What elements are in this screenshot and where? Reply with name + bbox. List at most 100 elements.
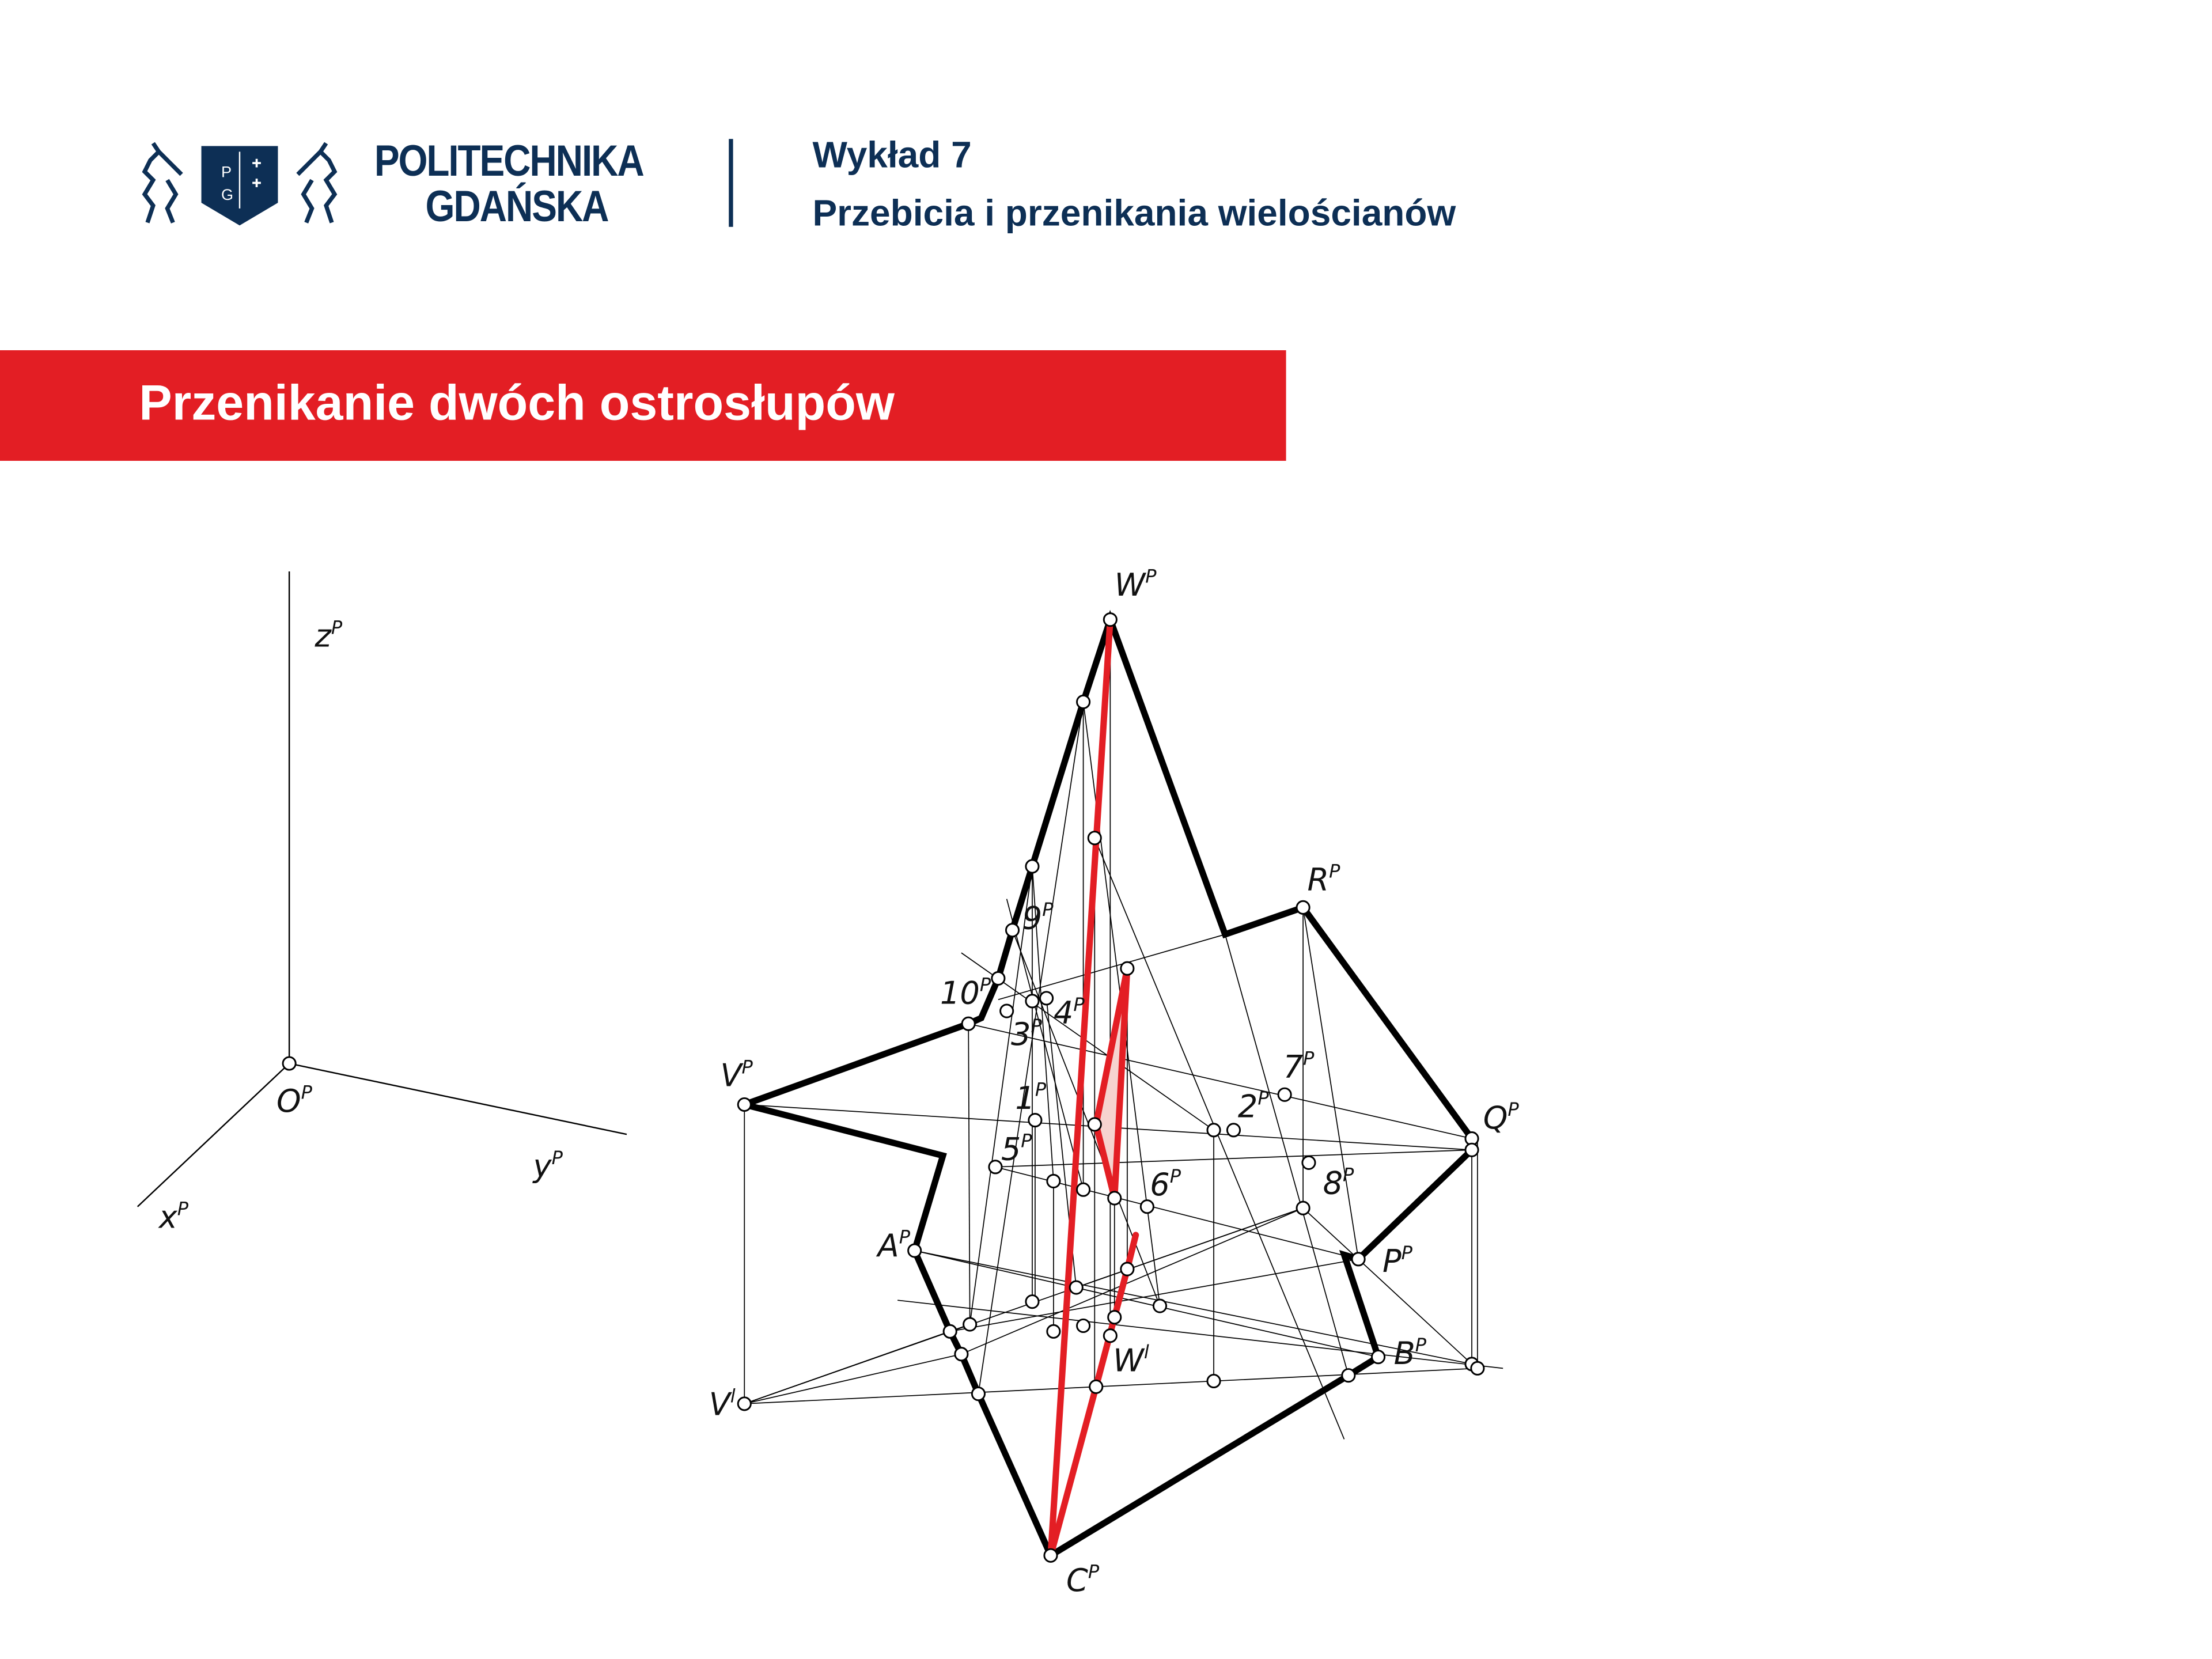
point-marker — [963, 1317, 978, 1332]
point-marker — [954, 1347, 969, 1362]
construction-line — [950, 1258, 1359, 1332]
svg-text:G: G — [221, 185, 233, 203]
point-marker — [1025, 1294, 1040, 1309]
construction-line — [1032, 866, 1054, 1181]
point-label-p4: 4P — [1054, 994, 1085, 1031]
point-marker — [1371, 1350, 1386, 1365]
point-label-W: WP — [1115, 566, 1157, 603]
point-marker — [1087, 1117, 1102, 1132]
point-marker — [1341, 1368, 1356, 1383]
point-marker — [961, 1016, 976, 1031]
point-label-p7: 7P — [1283, 1048, 1315, 1085]
label-origin: OP — [276, 1082, 313, 1119]
construction-line — [1302, 1207, 1472, 1365]
point-marker — [942, 1324, 957, 1339]
logo-line2: GDAŃSKA — [425, 181, 609, 232]
construction-line — [1075, 1207, 1304, 1288]
point-label-A: AP — [876, 1226, 911, 1264]
construction-line — [961, 1207, 1304, 1355]
point-marker — [1005, 923, 1020, 938]
point-marker — [1470, 1361, 1485, 1376]
point-marker — [1087, 831, 1102, 846]
crest-icon: P G — [142, 142, 338, 226]
construction-line — [998, 934, 1225, 1001]
construction-line — [968, 1024, 971, 1325]
point-label-R: RP — [1308, 861, 1341, 898]
labels: zP OP yP xP — [158, 616, 563, 1235]
point-marker — [282, 1056, 297, 1071]
point-marker — [1226, 1123, 1241, 1138]
point-marker — [1206, 1373, 1221, 1389]
point-marker — [907, 1243, 922, 1258]
construction-line — [914, 1250, 1472, 1365]
point-marker — [737, 1097, 752, 1112]
point-label-p3: 3P — [1011, 1015, 1042, 1052]
point-label-p6: 6P — [1150, 1165, 1181, 1203]
point-marker — [1039, 991, 1054, 1006]
point-marker — [1120, 961, 1135, 976]
point-marker — [1296, 900, 1310, 915]
svg-text:P: P — [221, 163, 232, 181]
construction-line — [969, 866, 1033, 1325]
point-label-B: BP — [1394, 1334, 1427, 1372]
point-marker — [1351, 1252, 1366, 1267]
point-marker — [991, 971, 1006, 986]
construction-line — [744, 1368, 1478, 1404]
point-marker — [1103, 612, 1118, 627]
construction-line — [1094, 838, 1345, 1440]
label-z-axis: zP — [314, 616, 342, 654]
point-markers — [282, 612, 1485, 1563]
lecture-title: Przebicia i przenikania wielościanów — [812, 191, 1456, 234]
point-marker — [1152, 1298, 1168, 1313]
point-marker — [1069, 1280, 1084, 1295]
point-marker — [1025, 859, 1040, 874]
construction-line — [1082, 702, 1148, 1207]
point-marker — [1107, 1310, 1122, 1325]
point-marker — [1046, 1324, 1061, 1339]
construction-line — [914, 1250, 1378, 1358]
point-label-V: VP — [720, 1056, 753, 1093]
point-label-p9: 9P — [1022, 899, 1054, 936]
point-marker — [1103, 1328, 1118, 1343]
x-axis — [137, 1063, 290, 1207]
construction-line — [995, 1149, 1472, 1168]
point-marker — [1076, 1182, 1091, 1197]
construction-line — [744, 1353, 962, 1404]
point-marker — [1120, 1262, 1135, 1277]
point-marker — [1089, 1379, 1104, 1394]
point-marker — [1025, 994, 1040, 1009]
intersection-fill — [1096, 968, 1127, 1198]
construction-line — [978, 702, 1084, 1394]
point-marker — [1046, 1173, 1061, 1188]
point-label-p5: 5P — [1001, 1130, 1032, 1167]
point-marker — [1043, 1548, 1058, 1563]
label-y-axis: yP — [532, 1147, 563, 1184]
point-label-C: CP — [1066, 1561, 1100, 1599]
section-banner: Przenikanie dwóch ostrosłupów — [0, 350, 1286, 461]
point-marker — [971, 1387, 986, 1402]
construction-line — [1224, 934, 1349, 1376]
point-label-p8: 8P — [1323, 1164, 1354, 1201]
point-label-p1: 1P — [1015, 1079, 1046, 1116]
point-label-p2: 2P — [1238, 1088, 1269, 1125]
point-label-Wl: Wl — [1113, 1341, 1149, 1378]
lecture-number: Wykład 7 — [812, 133, 972, 176]
coordinate-axes — [137, 571, 627, 1207]
header-divider — [729, 139, 733, 227]
point-label-P: PP — [1382, 1242, 1413, 1279]
point-marker — [1277, 1087, 1292, 1102]
point-marker — [1139, 1199, 1154, 1214]
point-marker — [737, 1396, 752, 1411]
point-marker — [999, 1003, 1014, 1018]
point-marker — [1301, 1155, 1316, 1170]
construction-line — [897, 1300, 1503, 1369]
construction-lines — [744, 619, 1503, 1440]
y-axis — [289, 1062, 627, 1135]
label-x-axis: xP — [158, 1198, 189, 1236]
point-marker — [1206, 1123, 1221, 1138]
point-label-Q: QP — [1483, 1099, 1520, 1136]
logo-line1: POLITECHNIKA — [374, 136, 645, 186]
point-marker — [1076, 694, 1091, 709]
